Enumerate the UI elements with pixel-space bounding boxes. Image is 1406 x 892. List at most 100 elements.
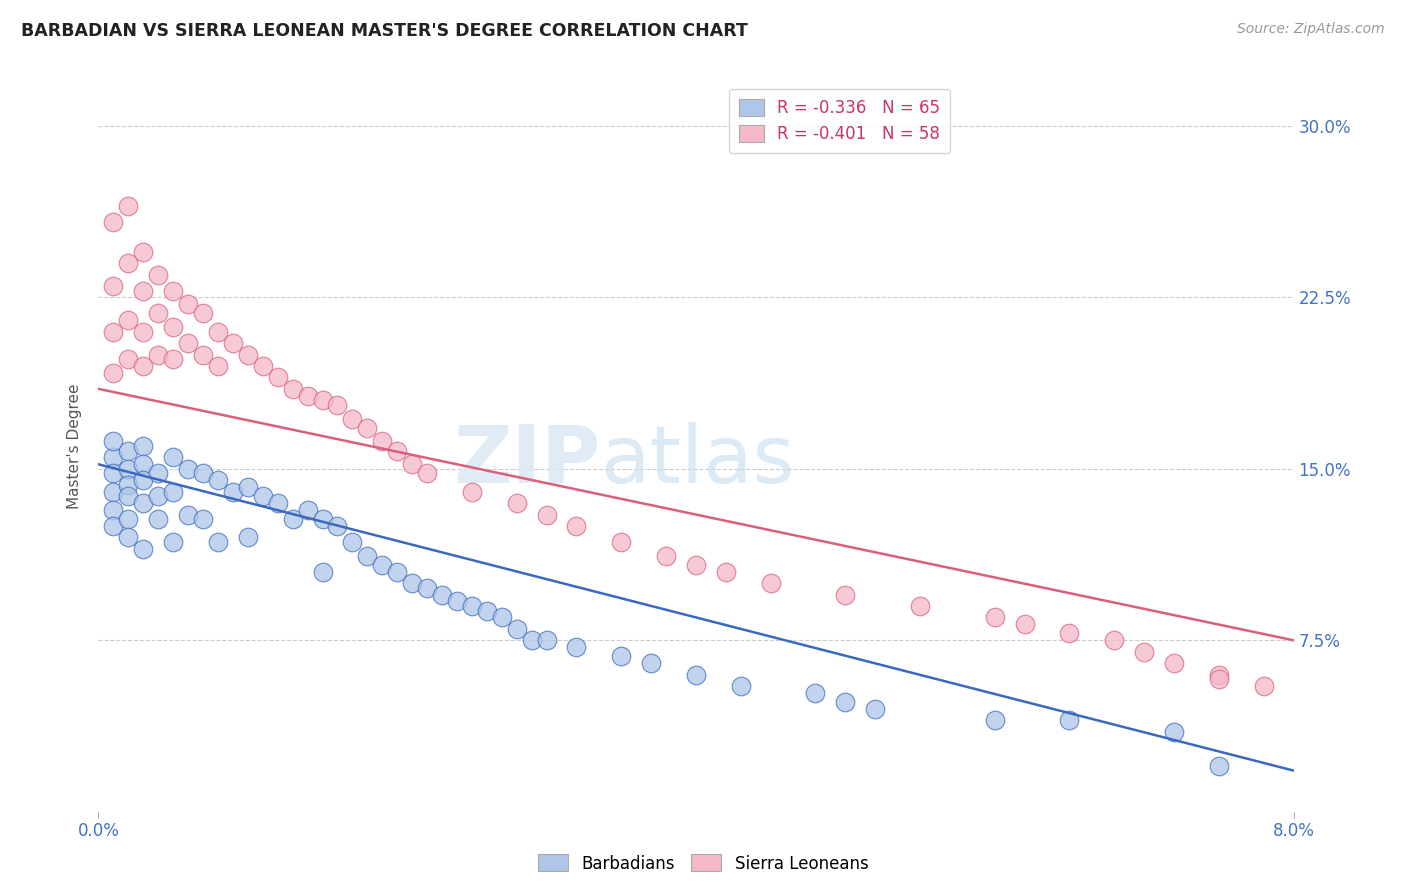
Point (162, 352, 184, 367)
Point (132, 244, 155, 259)
Point (984, 610, 1007, 624)
Point (342, 411, 364, 425)
Text: Source: ZipAtlas.com: Source: ZipAtlas.com (1237, 22, 1385, 37)
Point (191, 347, 214, 362)
Point (401, 458, 423, 472)
Point (834, 588, 856, 602)
Point (356, 421, 378, 435)
Point (177, 462, 200, 476)
Point (536, 508, 558, 522)
Point (1104, 633, 1126, 648)
Point (222, 484, 245, 499)
Point (236, 480, 259, 494)
Point (207, 325, 229, 339)
Point (1163, 724, 1185, 739)
Point (207, 473, 229, 487)
Point (148, 306, 170, 320)
Point (1208, 667, 1230, 681)
Point (117, 462, 139, 476)
Point (1208, 672, 1230, 686)
Point (1014, 617, 1036, 632)
Point (297, 503, 319, 517)
Point (371, 558, 394, 572)
Point (132, 496, 155, 510)
Point (281, 382, 304, 396)
Point (148, 512, 170, 526)
Point (117, 352, 139, 367)
Text: BARBADIAN VS SIERRA LEONEAN MASTER'S DEGREE CORRELATION CHART: BARBADIAN VS SIERRA LEONEAN MASTER'S DEG… (21, 22, 748, 40)
Point (416, 467, 439, 481)
Point (342, 535, 364, 549)
Point (103, 215, 125, 229)
Point (640, 656, 662, 670)
Point (1163, 656, 1185, 670)
Point (759, 576, 782, 591)
Point (132, 359, 155, 373)
Point (491, 610, 513, 624)
Point (103, 467, 125, 481)
Point (281, 512, 304, 526)
Point (177, 508, 200, 522)
Point (385, 443, 409, 458)
Point (1208, 759, 1230, 773)
Point (132, 458, 155, 472)
Point (655, 549, 678, 563)
Point (536, 633, 558, 648)
Point (103, 366, 125, 380)
Point (191, 467, 214, 481)
Point (506, 496, 529, 510)
Point (162, 450, 184, 465)
Point (236, 530, 259, 544)
Point (177, 336, 200, 351)
Point (311, 565, 333, 579)
Point (430, 588, 453, 602)
Point (148, 489, 170, 503)
Point (148, 268, 170, 282)
Point (252, 489, 274, 503)
Point (117, 313, 139, 327)
Point (117, 489, 139, 503)
Point (356, 549, 378, 563)
Point (117, 443, 139, 458)
Point (1253, 679, 1275, 693)
Point (103, 279, 125, 293)
Point (207, 359, 229, 373)
Legend: R = -0.336   N = 65, R = -0.401   N = 58: R = -0.336 N = 65, R = -0.401 N = 58 (728, 88, 950, 153)
Point (148, 467, 170, 481)
Point (252, 359, 274, 373)
Point (730, 679, 752, 693)
Point (132, 325, 155, 339)
Point (132, 541, 155, 556)
Point (267, 496, 290, 510)
Point (132, 439, 155, 453)
Point (385, 565, 409, 579)
Point (103, 484, 125, 499)
Point (162, 284, 184, 298)
Text: atlas: atlas (600, 422, 794, 500)
Point (371, 434, 394, 449)
Point (311, 393, 333, 408)
Point (162, 320, 184, 334)
Point (1133, 645, 1156, 659)
Point (267, 370, 290, 384)
Point (117, 256, 139, 270)
Point (685, 558, 707, 572)
Point (207, 535, 229, 549)
Point (103, 503, 125, 517)
Point (401, 576, 423, 591)
Point (311, 512, 333, 526)
Point (984, 714, 1007, 728)
Point (117, 478, 139, 492)
Point (834, 695, 856, 709)
Point (117, 199, 139, 213)
Point (908, 599, 931, 613)
Y-axis label: Master's Degree: Master's Degree (67, 384, 83, 508)
Point (117, 530, 139, 544)
Point (297, 389, 319, 403)
Point (326, 398, 349, 412)
Point (132, 284, 155, 298)
Point (461, 599, 484, 613)
Point (117, 512, 139, 526)
Point (103, 434, 125, 449)
Point (103, 450, 125, 465)
